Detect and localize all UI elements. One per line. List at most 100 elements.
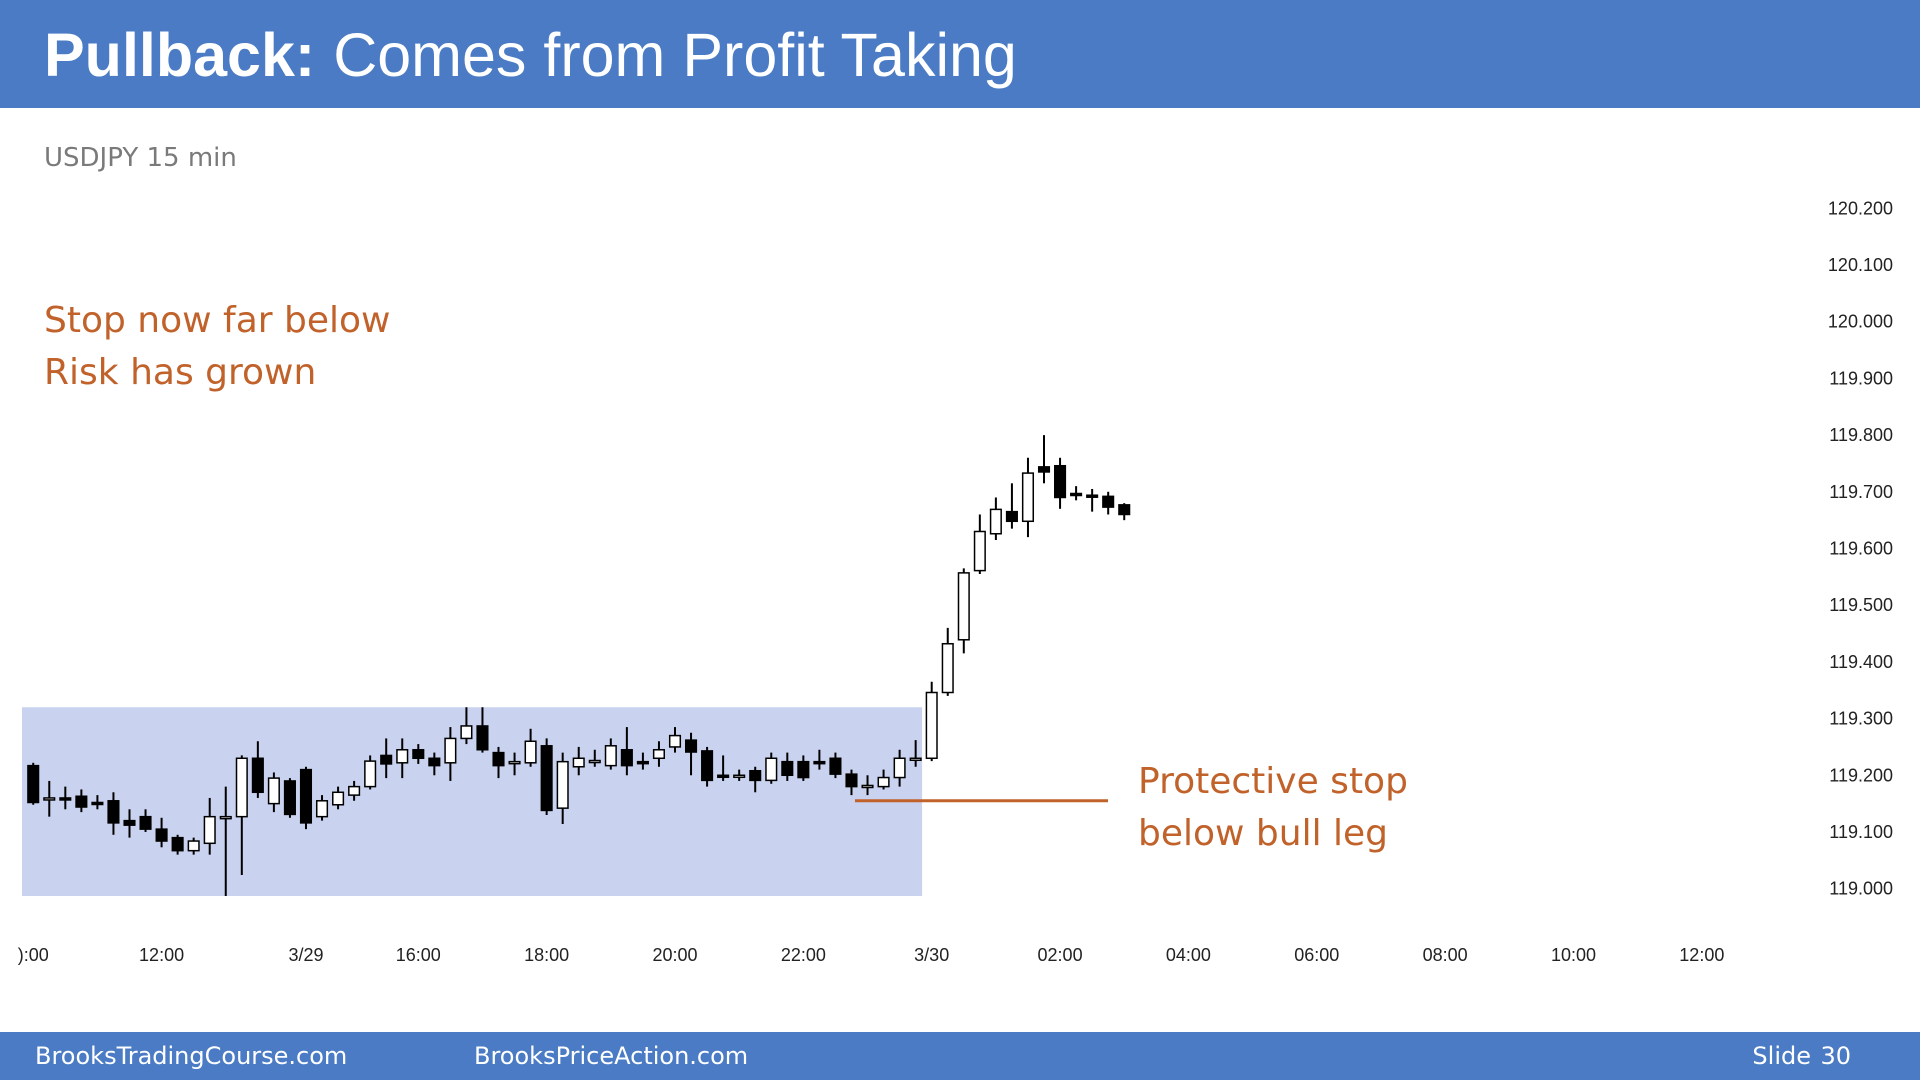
candle-body [380, 754, 393, 765]
x-tick-label: 04:00 [1166, 945, 1211, 965]
candle-body [492, 751, 505, 767]
y-tick-label: 120.000 [1828, 312, 1893, 332]
y-tick-label: 119.200 [1829, 765, 1893, 785]
candle-body [267, 777, 280, 805]
candle-body [749, 769, 762, 782]
title-text: Comes from Profit Taking [333, 21, 1017, 89]
x-tick-label: 18:00 [524, 945, 569, 965]
y-tick-label: 119.300 [1829, 709, 1893, 729]
candle-body [332, 791, 345, 806]
candle-body [187, 840, 200, 852]
x-tick-label: 08:00 [1423, 945, 1468, 965]
candle-body [1086, 494, 1099, 498]
candle-body [171, 836, 184, 852]
candle-body [717, 774, 730, 779]
candle-body [1102, 495, 1115, 508]
x-tick-label: 20:00 [652, 945, 697, 965]
candle-body [845, 773, 858, 788]
subtitle: USDJPY 15 min [44, 143, 237, 173]
annotation-text: Protective stop [1138, 761, 1408, 802]
candle-body [604, 745, 617, 767]
candle-body [781, 760, 794, 777]
y-tick-label: 119.800 [1829, 425, 1893, 445]
candle-body [893, 757, 906, 779]
candle-body [476, 725, 489, 751]
x-tick-label: 12:00 [139, 945, 184, 965]
candle-body [524, 740, 537, 764]
candle-body [219, 815, 232, 820]
x-tick-label: ):00 [18, 945, 49, 965]
candle-body [733, 774, 746, 779]
x-tick-label: 3/29 [288, 945, 323, 965]
title-bold: Pullback: [44, 21, 315, 89]
y-tick-label: 120.100 [1828, 255, 1893, 275]
title: Pullback: Comes from Profit Taking [44, 21, 1017, 89]
annotation-text: below bull leg [1138, 813, 1388, 854]
candle-body [636, 760, 649, 765]
y-tick-label: 119.600 [1829, 539, 1893, 559]
candle-body [556, 760, 569, 809]
y-tick-label: 119.100 [1829, 822, 1893, 842]
candle-body [957, 572, 970, 641]
y-tick-label: 119.700 [1829, 482, 1893, 502]
candle-body [203, 815, 216, 845]
candle-body [701, 750, 714, 782]
candle-body [251, 757, 264, 794]
candle-body [861, 784, 874, 789]
candle-body [540, 745, 553, 812]
y-tick-label: 119.900 [1829, 368, 1893, 388]
candle-body [909, 757, 922, 762]
candle-body [572, 757, 585, 768]
candle-body [235, 757, 248, 818]
candle-body [348, 785, 361, 796]
candle-body [364, 760, 377, 788]
candle-body [1070, 492, 1083, 497]
candle-body [765, 757, 778, 782]
slide-number: 30 [1820, 1042, 1851, 1070]
footer-center: BrooksPriceAction.com [474, 1042, 748, 1070]
candle-body [925, 691, 938, 760]
candle-body [91, 801, 104, 806]
annotation-text: Risk has grown [44, 352, 316, 393]
x-tick-label: 16:00 [396, 945, 441, 965]
candle-body [508, 760, 521, 765]
candle-body [315, 800, 329, 818]
candle-body [396, 749, 409, 764]
x-tick-label: 02:00 [1038, 945, 1083, 965]
candle-body [941, 642, 954, 694]
candle-body [444, 737, 457, 764]
candle-body [155, 828, 168, 842]
y-tick-label: 120.200 [1828, 198, 1893, 218]
candle-body [460, 725, 473, 740]
candle-body [1005, 510, 1018, 523]
candle-body [59, 797, 72, 801]
candle-body [989, 508, 1002, 535]
candle-body [1037, 466, 1051, 473]
candle-body [27, 764, 40, 804]
candle-body [973, 530, 986, 572]
candle-body [652, 749, 665, 760]
candle-body [1054, 464, 1067, 499]
candle-body [75, 795, 88, 808]
candle-body [299, 768, 313, 824]
y-tick-label: 119.400 [1829, 652, 1893, 672]
candle-body [43, 797, 56, 801]
footer-bar [0, 1032, 1920, 1080]
footer-left: BrooksTradingCourse.com [35, 1042, 347, 1070]
candle-body [1118, 504, 1131, 516]
slide-label: Slide [1752, 1042, 1811, 1070]
candle-body [123, 819, 136, 826]
candle-body [139, 815, 152, 830]
plot: 119.000 119.100 119.200 119.300 119.400 119.5… [18, 198, 1893, 965]
x-tick-label: 10:00 [1551, 945, 1596, 965]
candle-body [412, 749, 425, 760]
candle-body [620, 749, 633, 767]
y-tick-label: 119.000 [1829, 879, 1893, 899]
x-tick-label: 12:00 [1679, 945, 1724, 965]
candle-body [797, 760, 810, 779]
title-bar [0, 0, 1920, 108]
candle-body [684, 739, 698, 753]
candle-body [588, 759, 601, 764]
candle-body [283, 780, 296, 816]
